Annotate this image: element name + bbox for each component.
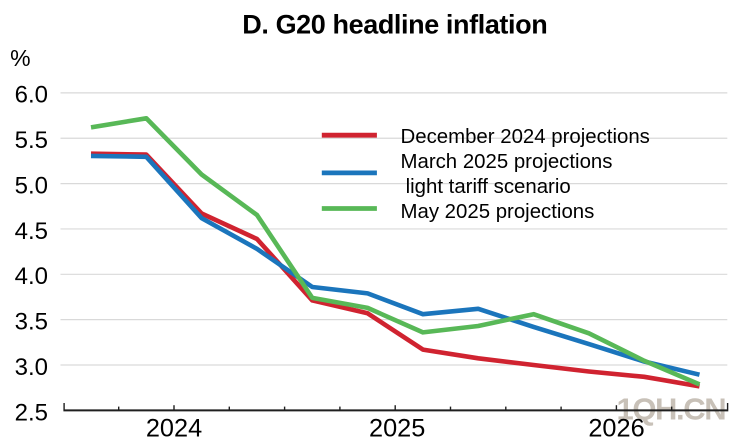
svg-text:3.5: 3.5 bbox=[15, 308, 48, 335]
svg-text:March 2025 projections: March 2025 projections bbox=[401, 151, 613, 173]
svg-text:2024: 2024 bbox=[146, 415, 202, 443]
svg-text:5.0: 5.0 bbox=[15, 172, 48, 199]
svg-text:3.0: 3.0 bbox=[15, 354, 48, 381]
svg-text:%: % bbox=[10, 45, 30, 71]
svg-text:2.5: 2.5 bbox=[15, 399, 48, 426]
svg-text:6.0: 6.0 bbox=[15, 82, 48, 109]
svg-text:December 2024 projections: December 2024 projections bbox=[401, 126, 650, 148]
svg-text:2026: 2026 bbox=[588, 415, 644, 443]
svg-text:light tariff scenario: light tariff scenario bbox=[406, 176, 571, 198]
svg-text:5.5: 5.5 bbox=[15, 127, 48, 154]
svg-text:4.0: 4.0 bbox=[15, 263, 48, 290]
svg-text:4.5: 4.5 bbox=[15, 218, 48, 245]
svg-text:2025: 2025 bbox=[369, 415, 425, 443]
svg-text:May 2025 projections: May 2025 projections bbox=[401, 201, 595, 223]
svg-text:D. G20 headline inflation: D. G20 headline inflation bbox=[242, 10, 547, 40]
